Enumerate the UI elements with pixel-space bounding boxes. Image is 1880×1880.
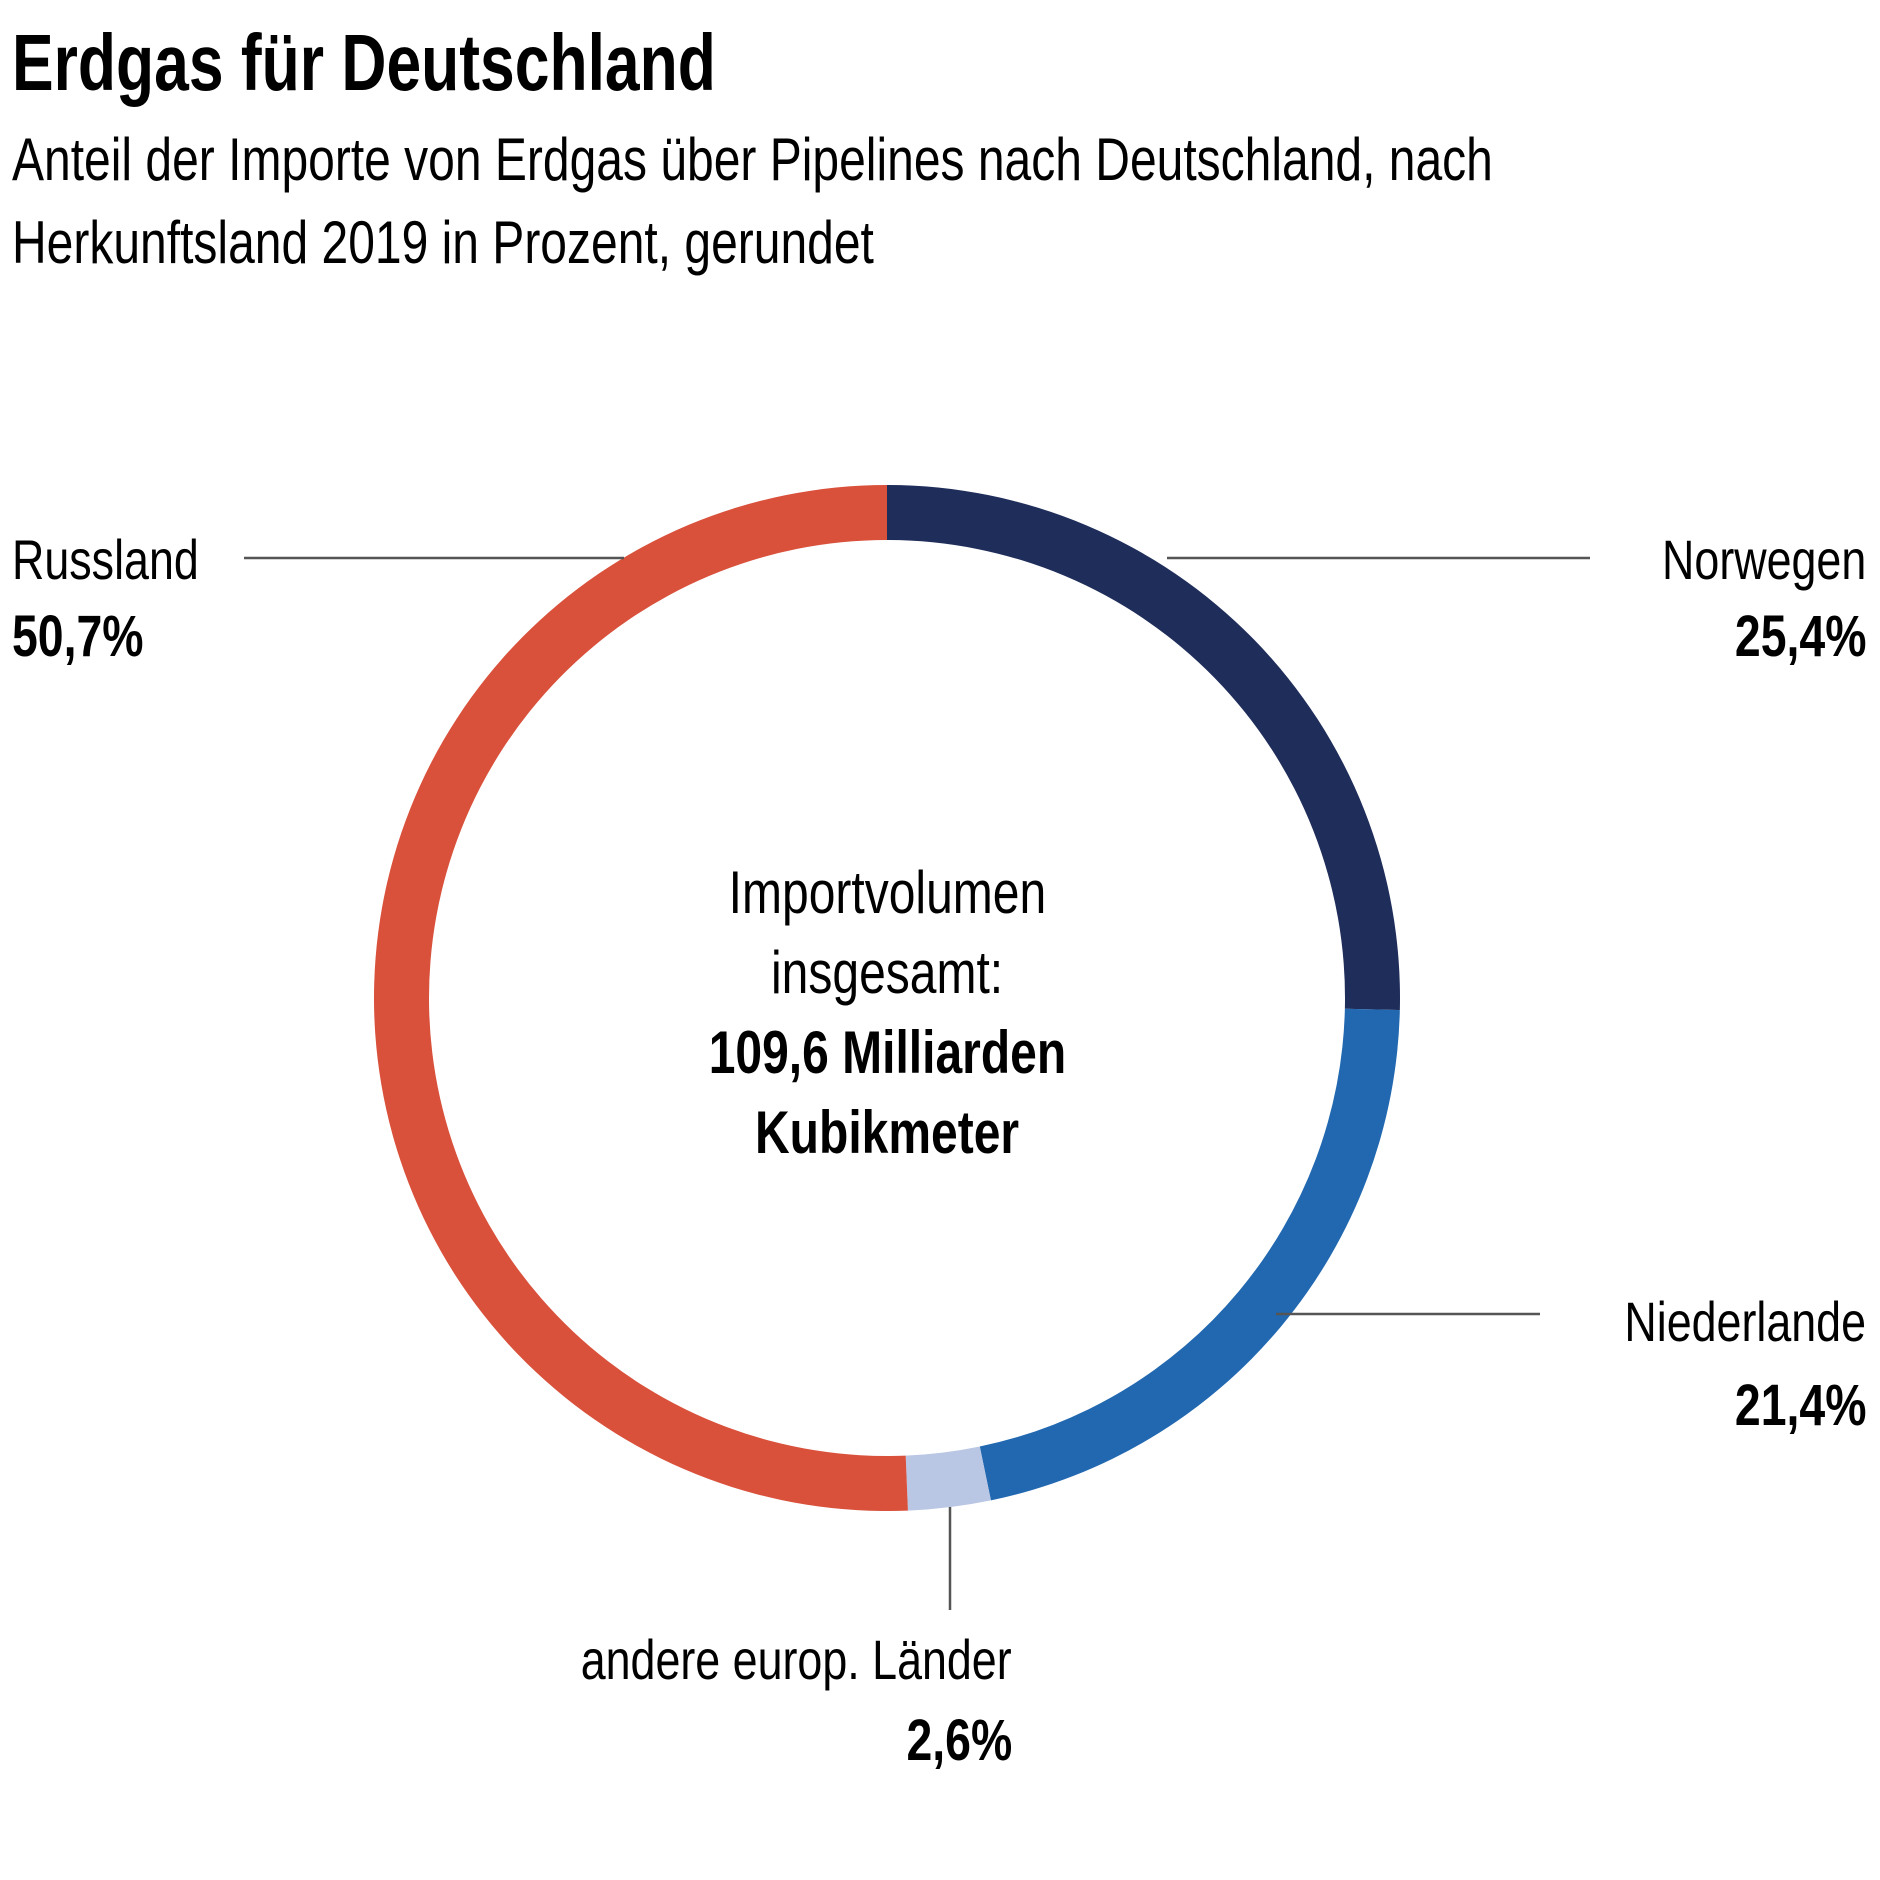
slice-label-russland: Russland [12, 528, 199, 591]
center-total-unit: Kubikmeter [754, 1099, 1020, 1166]
donut-slice-andere [905, 1446, 991, 1511]
center-total-line-1: 109,6 Milliarden [587, 1018, 1187, 1088]
slice-value-russland: 50,7% [12, 604, 144, 669]
donut-slices [374, 485, 1400, 1511]
chart-title: Erdgas für Deutschland [12, 18, 716, 107]
donut-slice-norwegen [887, 485, 1400, 1011]
center-label-importvolumen: Importvolumen [728, 859, 1046, 926]
donut-slice-russland [374, 485, 908, 1511]
chart-subtitle-line-1: Anteil der Importe von Erdgas über Pipel… [12, 126, 1493, 193]
center-label-line-2: insgesamt: [587, 938, 1187, 1008]
slice-label-niederlande: Niederlande [1624, 1290, 1866, 1353]
center-label-insgesamt: insgesamt: [770, 939, 1004, 1006]
center-label-line-1: Importvolumen [587, 858, 1187, 928]
slice-value-norwegen: 25,4% [1734, 604, 1866, 669]
slice-value-niederlande: 21,4% [1734, 1373, 1866, 1438]
slice-label-andere: andere europ. Länder [581, 1628, 1012, 1691]
slice-label-norwegen: Norwegen [1661, 528, 1866, 591]
center-total-line-2: Kubikmeter [587, 1098, 1187, 1168]
slice-value-andere: 2,6% [906, 1708, 1012, 1773]
donut-slice-niederlande [979, 1008, 1400, 1501]
center-total-value: 109,6 Milliarden [708, 1019, 1066, 1086]
leader-lines [244, 556, 1590, 1610]
chart-subtitle-line-2: Herkunftsland 2019 in Prozent, gerundet [12, 209, 874, 276]
